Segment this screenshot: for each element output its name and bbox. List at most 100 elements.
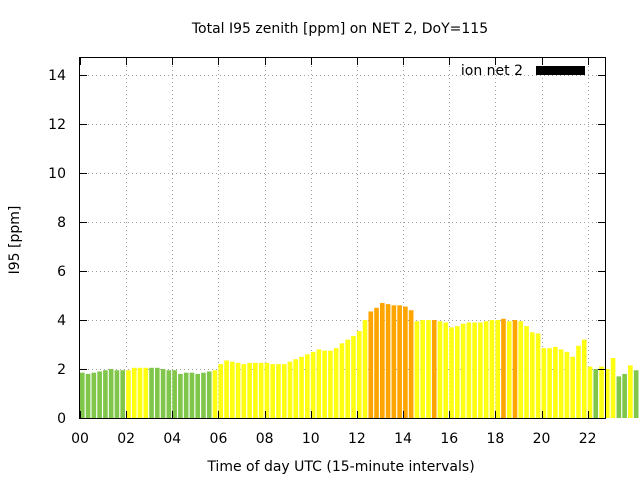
chart-title: Total I95 zenith [ppm] on NET 2, DoY=115: [191, 21, 488, 37]
bar: [264, 362, 270, 418]
bar: [414, 321, 420, 418]
bar: [235, 362, 241, 418]
x-tick-labels: 00 02 04 06 08 10 12 14 16 18 20 22: [71, 431, 597, 447]
bar: [206, 371, 212, 418]
bar: [616, 376, 622, 418]
legend-label: ion net 2: [461, 63, 523, 79]
bar: [541, 348, 547, 418]
y-tick-label: 2: [57, 362, 66, 378]
bar: [512, 320, 518, 418]
bar: [131, 367, 137, 418]
bar: [455, 326, 460, 418]
bar: [166, 370, 172, 418]
bar: [351, 335, 356, 418]
bar: [322, 350, 327, 418]
bar: [553, 346, 558, 418]
x-tick-label: 04: [163, 431, 181, 447]
bar: [501, 318, 506, 418]
bar: [605, 369, 610, 418]
bar: [495, 320, 500, 418]
bar: [483, 321, 489, 418]
bar: [270, 364, 275, 418]
y-tick-label: 10: [48, 166, 66, 182]
bars: [80, 302, 639, 418]
bar: [362, 320, 368, 418]
bar: [103, 370, 108, 418]
bar: [201, 372, 206, 418]
x-tick-label: 02: [117, 431, 135, 447]
bar: [258, 362, 264, 418]
bar: [299, 356, 304, 418]
bar: [172, 370, 177, 418]
y-axis-label: I95 [ppm]: [7, 206, 23, 275]
bar: [253, 362, 258, 418]
bar: [460, 323, 466, 418]
bar: [178, 373, 183, 418]
legend-swatch: [536, 66, 585, 75]
x-tick-label: 10: [302, 431, 320, 447]
bar: [599, 366, 604, 418]
bar: [576, 345, 581, 418]
bar: [443, 322, 449, 418]
bar: [564, 351, 570, 418]
bar: [622, 373, 627, 418]
x-tick-label: 20: [533, 431, 551, 447]
bar: [610, 358, 616, 418]
bar: [137, 367, 143, 418]
bar: [633, 370, 639, 418]
x-tick-label: 22: [579, 431, 597, 447]
bar: [431, 320, 437, 418]
bar: [380, 302, 385, 418]
bar: [85, 373, 91, 418]
axis-ticks: [80, 58, 605, 419]
bar: [120, 370, 125, 418]
bar: [97, 371, 102, 418]
bar: [155, 367, 160, 418]
x-tick-label: 08: [256, 431, 274, 447]
bar: [218, 364, 224, 418]
bar: [305, 354, 310, 418]
bar: [368, 311, 374, 418]
bar: [80, 372, 85, 418]
bar: [241, 364, 247, 418]
legend: ion net 2: [461, 63, 585, 79]
x-tick-label: 14: [394, 431, 412, 447]
bar: [593, 369, 599, 418]
x-tick-label: 00: [71, 431, 89, 447]
bar: [374, 307, 379, 418]
bar: [126, 370, 131, 418]
bar: [91, 372, 97, 418]
bar: [247, 362, 252, 418]
bar: [628, 365, 633, 418]
bar: [149, 367, 154, 418]
bar: [466, 322, 472, 418]
bar: [437, 321, 443, 418]
bar: [310, 351, 316, 418]
bar: [189, 372, 195, 418]
bar: [276, 364, 281, 418]
bar: [230, 361, 235, 418]
y-tick-label: 6: [57, 264, 66, 280]
bar: [403, 306, 408, 418]
bar: [333, 348, 339, 418]
bar: [293, 359, 299, 418]
x-tick-label: 12: [348, 431, 366, 447]
bar: [420, 320, 425, 418]
bar: [391, 305, 397, 418]
x-tick-label: 16: [440, 431, 458, 447]
bar: [281, 364, 287, 418]
bar: [408, 310, 414, 418]
bar: [212, 370, 218, 418]
bar: [558, 349, 564, 418]
bar: [581, 339, 587, 418]
bar: [506, 321, 512, 418]
bar: [587, 366, 593, 418]
y-tick-label: 4: [57, 313, 66, 329]
bar: [530, 332, 535, 418]
bar: [518, 321, 524, 418]
bar: [489, 320, 495, 418]
bar: [570, 356, 575, 418]
bar: [183, 372, 189, 418]
bar: [478, 322, 483, 418]
